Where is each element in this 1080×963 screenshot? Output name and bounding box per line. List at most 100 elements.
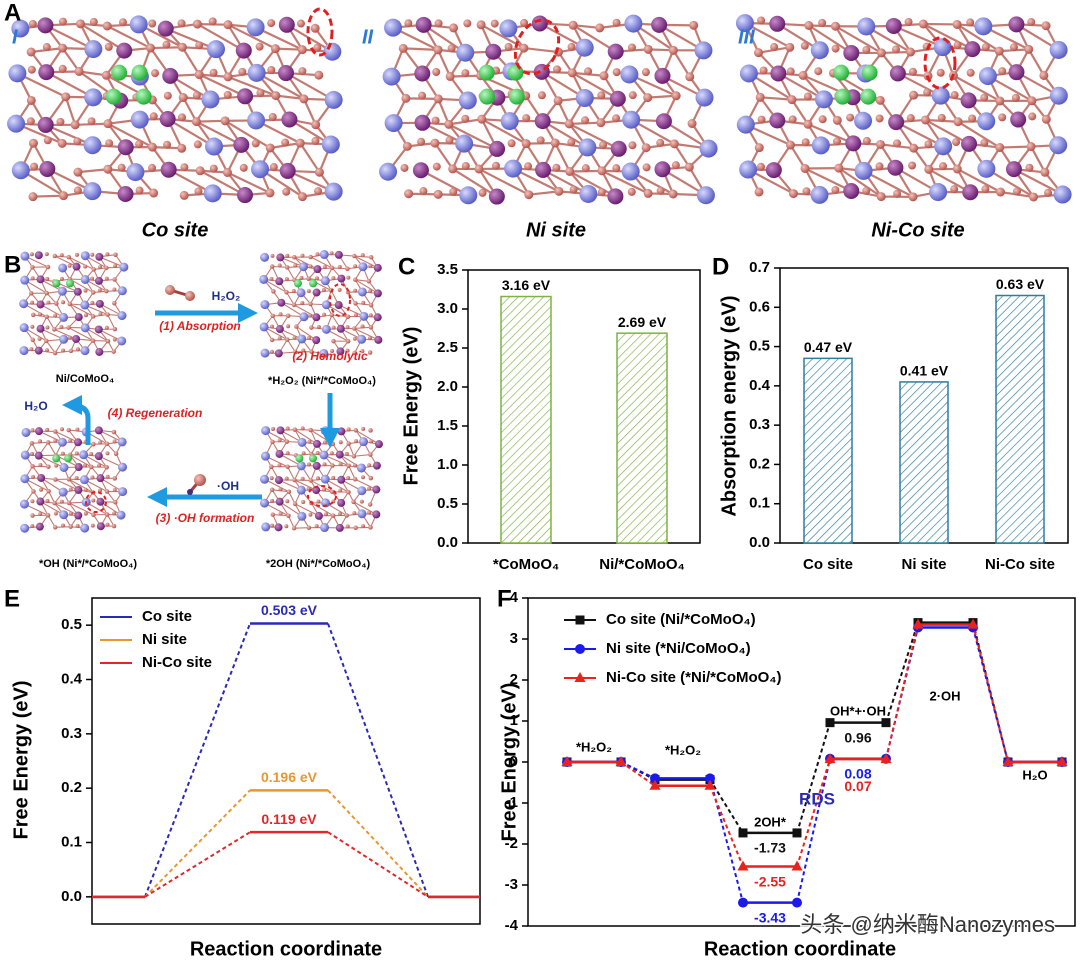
atom: [531, 15, 548, 32]
y-axis-label: Free Energy (eV): [400, 327, 422, 486]
atom: [87, 117, 96, 126]
atom: [351, 453, 357, 459]
atom: [306, 525, 312, 530]
atom: [1028, 112, 1037, 121]
atom: [46, 488, 51, 494]
atom: [270, 324, 275, 329]
atom: [61, 92, 71, 102]
marker: [615, 756, 627, 766]
atom: [275, 277, 284, 286]
atom: [814, 67, 823, 76]
connector: [972, 627, 1009, 763]
atom: [104, 265, 109, 271]
atom: [74, 313, 83, 322]
atom: [53, 438, 58, 443]
atom: [818, 18, 827, 27]
marker: [792, 897, 802, 908]
atom: [260, 498, 270, 508]
atom: [353, 428, 359, 433]
bond: [196, 119, 226, 123]
atom: [519, 43, 529, 53]
atom: [270, 253, 275, 258]
atom: [1049, 40, 1068, 59]
atom: [552, 163, 561, 172]
atom: [163, 140, 172, 149]
legend-label: Ni-Co site: [142, 654, 212, 671]
y-tick-label: 3: [510, 630, 518, 647]
atom: [620, 65, 639, 84]
atom: [312, 288, 321, 297]
highlight: [329, 283, 351, 317]
atom: [21, 427, 31, 437]
atom: [313, 265, 322, 274]
atom: [178, 113, 187, 122]
atom: [981, 185, 990, 194]
atom: [599, 71, 609, 81]
atom: [508, 88, 525, 105]
atom: [37, 17, 54, 34]
atom: [524, 162, 533, 171]
atom: [52, 253, 58, 259]
atom: [306, 276, 311, 281]
x-axis-label: Reaction coordinate: [704, 938, 896, 960]
atom: [223, 72, 233, 82]
atom: [313, 43, 322, 52]
y-tick-label: 0.3: [749, 416, 770, 433]
bond: [264, 502, 289, 517]
atom: [111, 349, 116, 354]
bond: [924, 118, 970, 145]
atom: [46, 464, 51, 469]
atom: [754, 187, 764, 197]
atom: [978, 67, 997, 86]
x-tick-label: Ni-Co site: [985, 556, 1055, 573]
atom: [329, 312, 335, 318]
atom: [101, 70, 111, 80]
atom: [357, 509, 367, 519]
atom: [1049, 136, 1068, 155]
atom: [374, 440, 383, 449]
atom: [19, 346, 29, 356]
atom: [373, 263, 382, 272]
atom: [105, 312, 110, 317]
atom: [269, 349, 274, 354]
atom: [906, 114, 915, 123]
atom: [30, 276, 35, 281]
atom: [463, 19, 472, 28]
atom: [474, 164, 484, 174]
atom: [281, 111, 298, 128]
atom: [331, 325, 336, 330]
atom: [1027, 96, 1037, 106]
atom: [209, 164, 218, 173]
atom: [345, 325, 350, 330]
atom: [687, 119, 697, 129]
atom: [843, 183, 860, 200]
atom: [90, 475, 95, 480]
atom: [177, 19, 186, 28]
atom: [504, 159, 523, 178]
x-tick-label: Ni/*CoMoO₄: [599, 556, 684, 573]
atom: [995, 96, 1005, 106]
atom: [28, 192, 38, 202]
atom: [961, 135, 978, 152]
atom: [74, 475, 79, 480]
bond: [790, 99, 809, 125]
atom: [157, 20, 174, 37]
atom: [104, 288, 109, 294]
atom: [73, 137, 82, 146]
atom: [11, 19, 30, 38]
marker: [1056, 756, 1068, 766]
y-tick-label: 0.5: [61, 616, 82, 633]
atom: [54, 301, 59, 306]
atom: [44, 290, 49, 296]
atom: [536, 136, 545, 145]
bond: [55, 478, 79, 491]
bond: [808, 24, 852, 54]
connector: [796, 758, 831, 867]
atom: [180, 163, 189, 172]
bond: [999, 145, 1032, 149]
atom: [507, 64, 524, 81]
atom: [270, 264, 275, 269]
caption: Ni site: [526, 219, 586, 241]
atom: [292, 254, 297, 260]
atom: [628, 91, 637, 100]
